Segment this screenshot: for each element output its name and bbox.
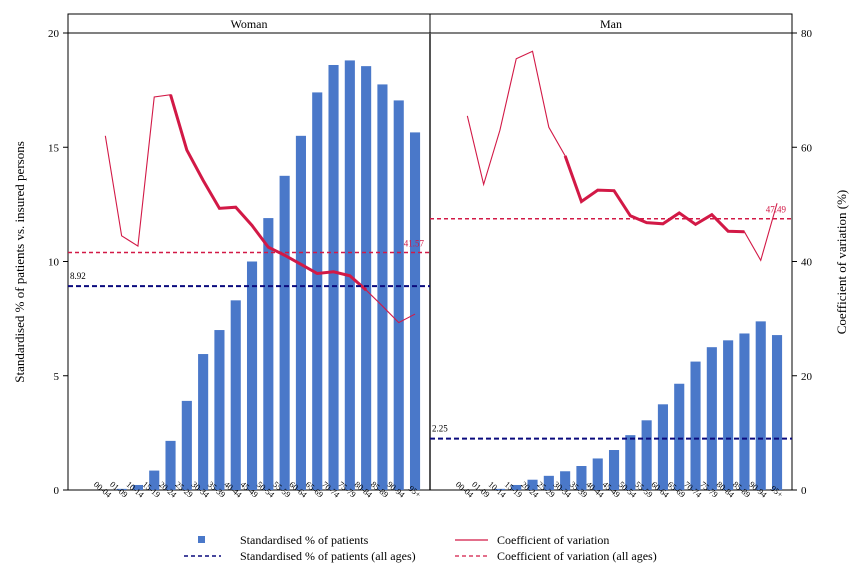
x-tick-label-woman-90-94: 90-94: [385, 479, 407, 500]
bar-woman-80-84: [361, 66, 372, 490]
cv-line-emphasis-woman: [169, 94, 368, 292]
right-tick-label-80: 80: [801, 28, 813, 40]
panel-title-man: Man: [600, 17, 622, 31]
bar-woman-85-89: [377, 84, 388, 490]
legend-label-overall-patients: Standardised % of patients (all ages): [240, 549, 416, 563]
x-tick-label-man-95+: 95+: [769, 483, 786, 499]
bars-layer: [116, 60, 783, 491]
legend-label-overall-cv: Coefficient of variation (all ages): [497, 549, 657, 563]
left-tick-label-0: 0: [54, 485, 60, 497]
bar-man-10-14: [494, 488, 505, 490]
legend-label-cv: Coefficient of variation: [497, 533, 609, 547]
overall-patients-label-man: 2.25: [432, 424, 448, 434]
left-tick-label-15: 15: [48, 142, 60, 154]
x-tick-label-man-15-19: 15-19: [503, 479, 525, 499]
bar-man-60-64: [657, 404, 668, 490]
bar-man-55-59: [641, 420, 652, 490]
bar-woman-45-49: [246, 261, 258, 490]
bar-man-80-84: [723, 340, 734, 490]
right-tick-label-60: 60: [801, 142, 813, 154]
bar-woman-10-14: [132, 484, 143, 490]
x-tick-label-man-01-09: 01-09: [470, 479, 492, 499]
overall-cv-label-woman: 41.57: [404, 239, 425, 249]
bar-woman-95+: [409, 132, 421, 490]
right-tick-label-0: 0: [801, 485, 807, 497]
legend-label-patients: Standardised % of patients: [240, 533, 369, 547]
bar-man-40-44: [592, 458, 603, 490]
bar-man-75-79: [706, 347, 717, 490]
left-tick-label-10: 10: [48, 257, 60, 269]
bar-man-15-19: [511, 484, 522, 490]
x-tick-label-woman-01-09: 01-09: [108, 479, 130, 499]
bar-woman-01-09: [116, 488, 127, 490]
bar-woman-15-19: [149, 470, 160, 490]
panel-title-woman: Woman: [230, 17, 267, 31]
cv-line-man: [466, 50, 778, 262]
bar-man-50-54: [625, 435, 636, 490]
cv-line-emphasis-man: [563, 155, 745, 234]
bar-man-95+: [771, 335, 783, 490]
bar-woman-40-44: [230, 300, 241, 490]
bar-woman-55-59: [279, 175, 290, 490]
bar-man-85-89: [739, 333, 750, 490]
bar-man-70-74: [690, 361, 701, 490]
bar-man-35-39: [576, 466, 587, 490]
lines-layer: 41.57 8.92 47.49 2.25: [68, 50, 792, 440]
bar-man-30-34: [560, 471, 571, 490]
bar-woman-90-94: [393, 100, 404, 490]
legend: Standardised % of patients Coefficient o…: [184, 533, 657, 563]
bar-woman-50-54: [263, 218, 274, 490]
left-tick-label-20: 20: [48, 28, 60, 40]
bar-woman-20-24: [165, 440, 176, 490]
right-tick-label-20: 20: [801, 371, 813, 383]
right-tick-label-40: 40: [801, 257, 813, 269]
left-tick-label-5: 5: [54, 371, 60, 383]
bar-woman-65-69: [312, 92, 323, 490]
bar-woman-70-74: [328, 64, 339, 491]
legend-swatch-patients: [198, 536, 205, 543]
left-axis-title: Standardised % of patients vs. insured p…: [12, 141, 27, 383]
bar-man-45-49: [608, 450, 620, 490]
bar-woman-35-39: [214, 330, 225, 490]
bar-man-90-94: [755, 321, 766, 490]
bar-man-20-24: [527, 479, 538, 490]
overall-cv-label-man: 47.49: [766, 205, 787, 215]
bar-woman-30-34: [198, 354, 209, 490]
panel-header-man: Man: [429, 13, 793, 34]
x-tick-label-woman-95+: 95+: [407, 483, 424, 499]
overall-patients-label-woman: 8.92: [70, 271, 86, 281]
x-tick-label-man-90-94: 90-94: [747, 479, 769, 500]
right-axis-title: Coefficient of variation (%): [834, 190, 849, 335]
bar-man-65-69: [674, 383, 685, 490]
bar-woman-60-64: [295, 135, 306, 490]
bar-woman-25-29: [181, 400, 192, 490]
bar-man-25-29: [543, 475, 554, 490]
panel-header-woman: Woman: [67, 13, 431, 34]
